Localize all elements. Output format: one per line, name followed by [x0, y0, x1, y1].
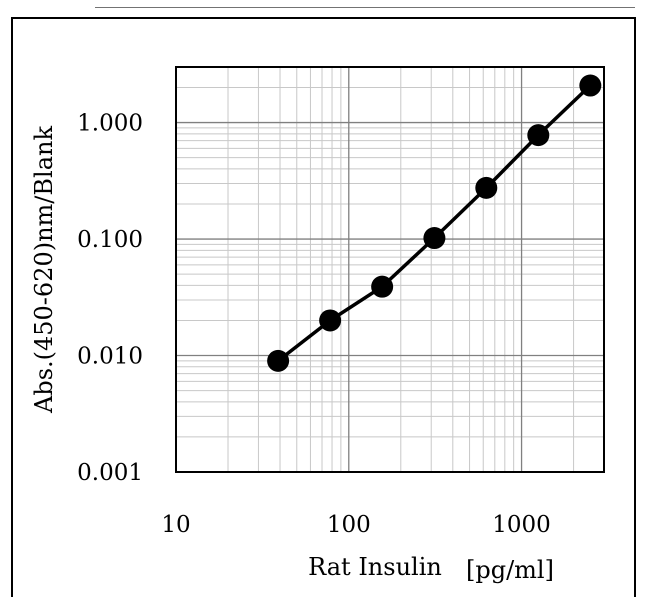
y-axis-label: Abs.(450-620)nm∕Blank [30, 126, 58, 414]
cropped-top-text [0, 0, 646, 8]
minor-grid [176, 66, 605, 472]
y-axis-ticks: 0.001 0.010 0.100 1.000 [77, 111, 143, 486]
data-point [579, 74, 602, 97]
data-point [319, 309, 342, 332]
y-tick-label: 1.000 [77, 111, 143, 137]
x-axis-unit: [pg/ml] [466, 556, 554, 584]
x-tick-label: 10 [161, 512, 190, 538]
y-tick-label: 0.010 [77, 344, 143, 370]
data-point [475, 176, 498, 199]
data-point [423, 227, 446, 250]
data-point [371, 275, 394, 298]
data-point [267, 349, 290, 372]
y-tick-label: 0.001 [77, 460, 143, 486]
x-tick-label: 1000 [492, 512, 551, 538]
data-point [527, 124, 550, 147]
x-axis-label: Rat Insulin [308, 553, 442, 581]
y-tick-label: 0.100 [77, 227, 143, 253]
figure-frame [11, 17, 636, 597]
x-axis-ticks: 10 100 1000 [161, 512, 550, 538]
x-tick-label: 100 [327, 512, 371, 538]
plot-area-border [175, 66, 605, 473]
series-layer [267, 74, 602, 372]
